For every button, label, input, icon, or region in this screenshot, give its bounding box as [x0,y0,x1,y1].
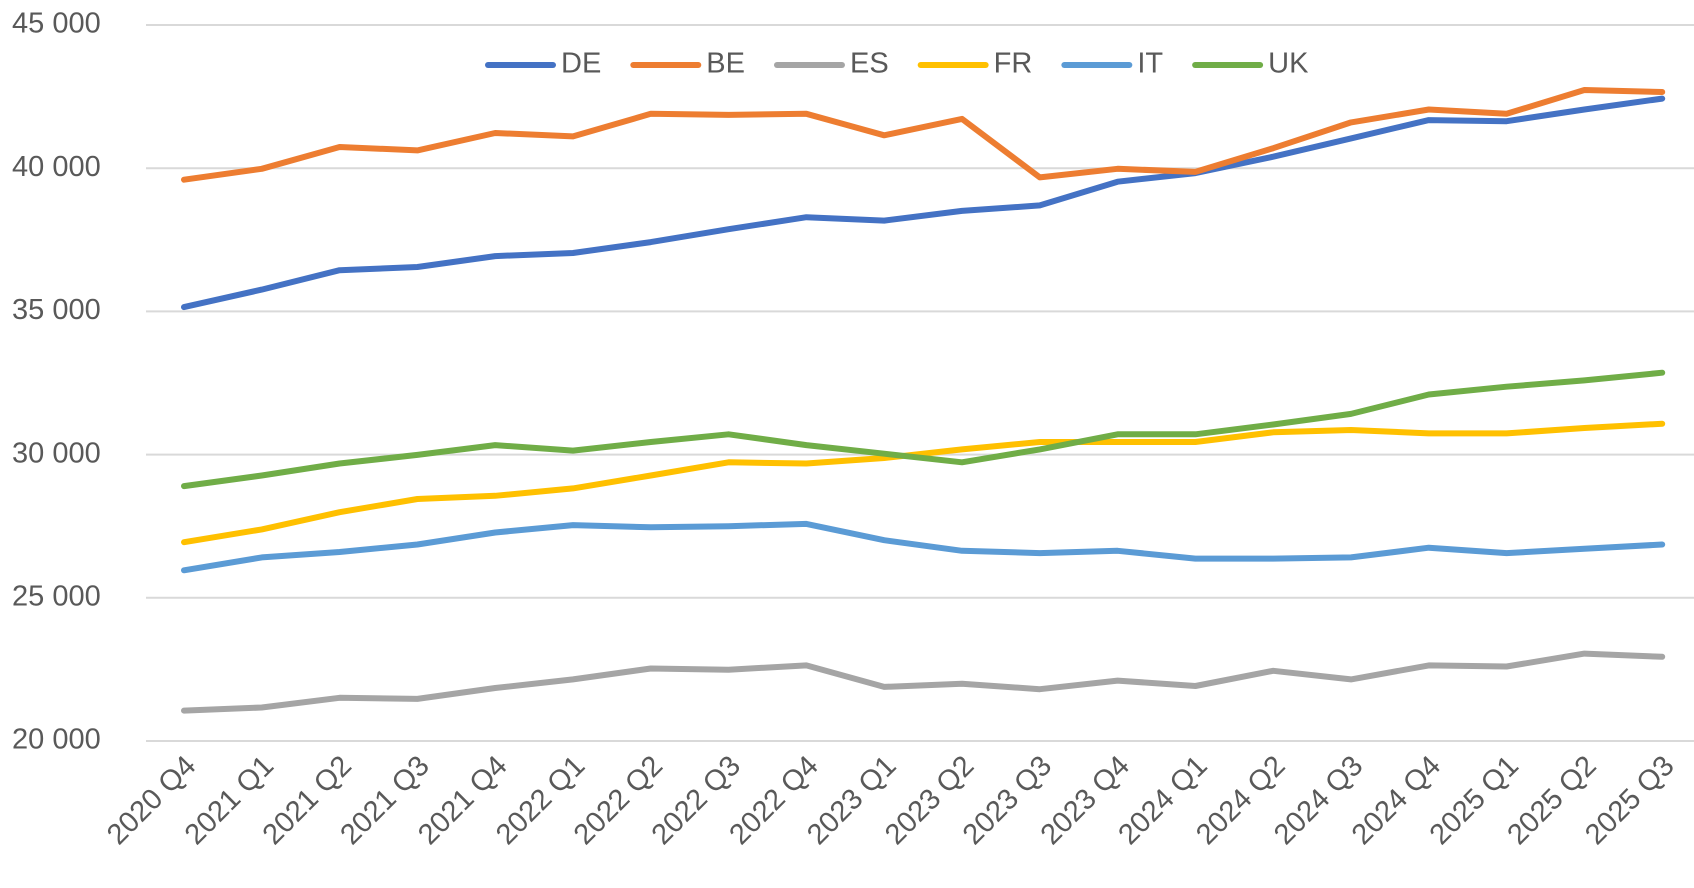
y-tick-label: 40 000 [12,151,101,183]
y-tick-label: 45 000 [12,8,101,40]
series-line [181,650,1666,714]
y-tick-label: 25 000 [12,580,101,612]
series-line [181,95,1666,311]
legend-label: UK [1268,48,1309,80]
legend-label: DE [561,48,601,80]
legend-label: ES [850,48,889,80]
series-line [181,520,1666,574]
legend-label: BE [706,48,745,80]
series-line [181,87,1666,183]
y-tick-label: 20 000 [12,724,101,756]
series-line [181,369,1666,490]
legend-label: FR [994,48,1033,80]
y-tick-label: 35 000 [12,294,101,326]
series-line [181,420,1666,546]
legend-label: IT [1137,48,1163,80]
y-tick-label: 30 000 [12,437,101,469]
